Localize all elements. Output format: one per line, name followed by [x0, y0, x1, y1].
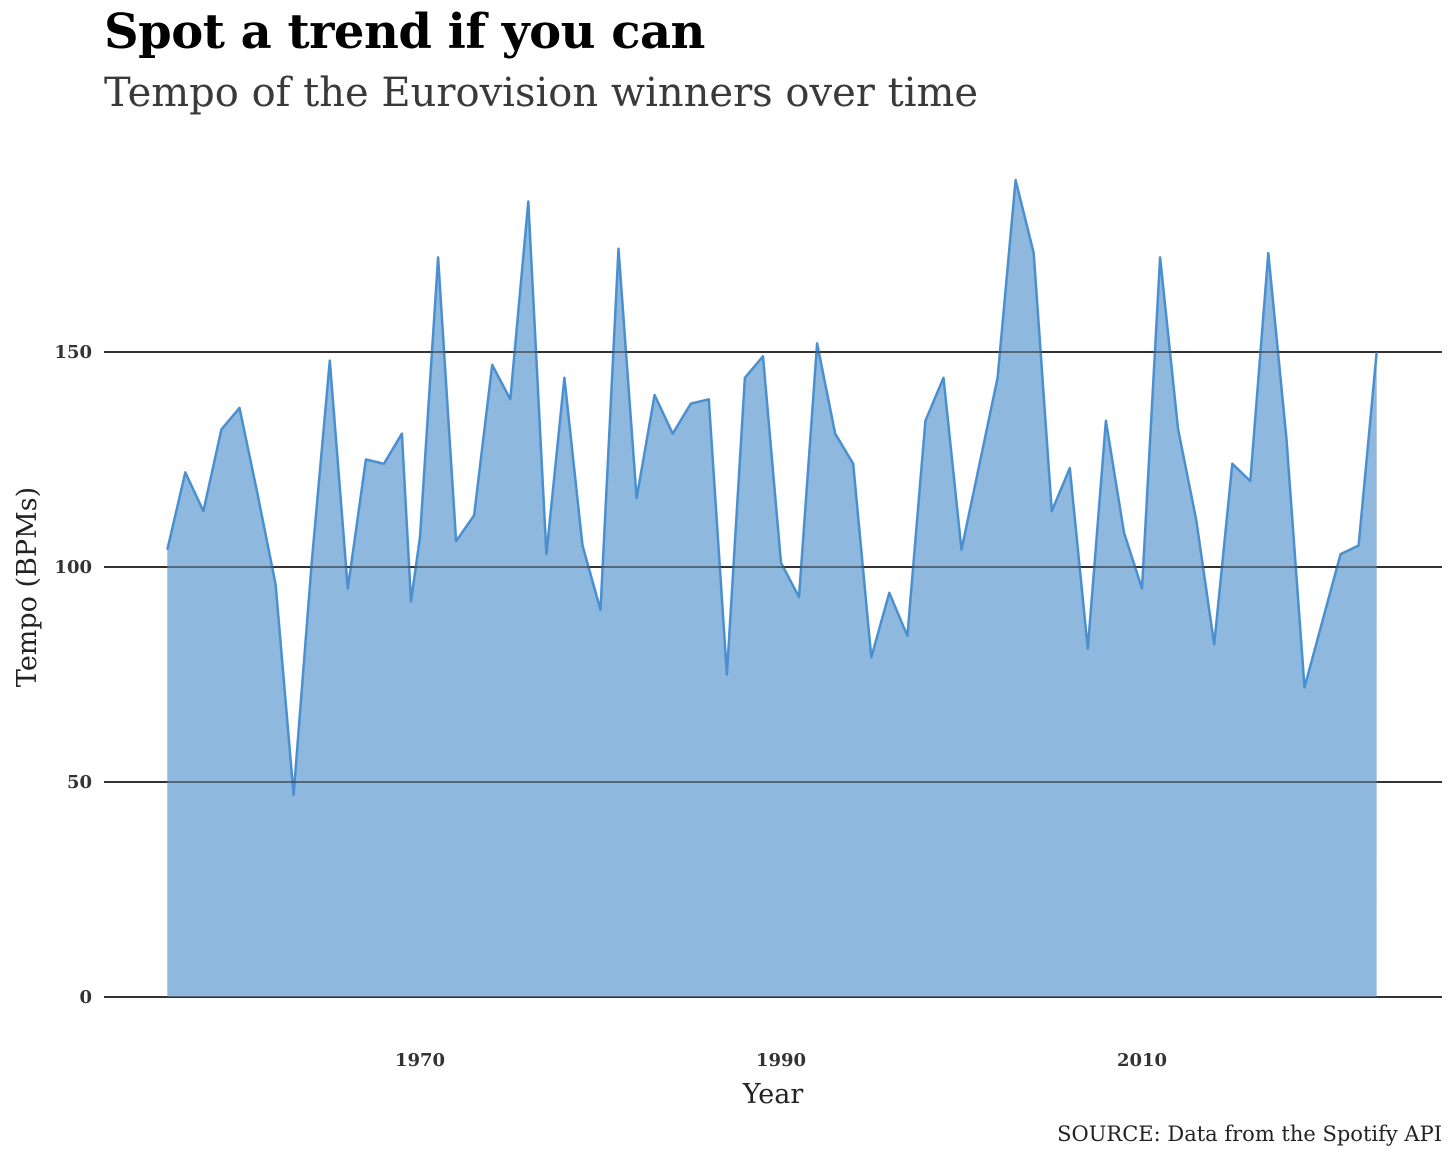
- y-tick-label: 150: [54, 342, 92, 363]
- data-point: [869, 655, 873, 659]
- data-point: [1104, 419, 1108, 423]
- data-point: [526, 200, 530, 204]
- data-point: [454, 539, 458, 543]
- data-point: [472, 513, 476, 517]
- source-caption: SOURCE: Data from the Spotify API: [1057, 1122, 1442, 1146]
- data-point: [409, 599, 413, 603]
- data-point: [851, 462, 855, 466]
- data-point: [1140, 587, 1144, 591]
- x-axis-label: Year: [742, 1079, 804, 1110]
- data-point: [544, 552, 548, 556]
- data-point: [1248, 479, 1252, 483]
- data-point: [1284, 436, 1288, 440]
- data-point: [165, 548, 169, 552]
- data-point: [274, 582, 278, 586]
- data-point: [1050, 509, 1054, 513]
- chart-subtitle: Tempo of the Eurovision winners over tim…: [104, 70, 979, 116]
- data-point: [942, 376, 946, 380]
- gridlines-overlay: [104, 351, 1442, 998]
- y-tick-label: 50: [67, 772, 92, 793]
- data-point: [599, 608, 603, 612]
- tick-labels: 0 50 100 150 1970 1990 2010: [54, 342, 1167, 1071]
- data-point: [671, 432, 675, 436]
- data-point: [292, 793, 296, 797]
- data-point: [1212, 642, 1216, 646]
- data-point: [725, 673, 729, 677]
- x-tick-label: 2010: [1117, 1050, 1167, 1071]
- tempo-area: [167, 180, 1377, 997]
- data-point: [400, 432, 404, 436]
- data-point: [960, 548, 964, 552]
- data-point: [905, 634, 909, 638]
- data-point: [1266, 251, 1270, 255]
- data-point: [1339, 552, 1343, 556]
- data-point: [1230, 462, 1234, 466]
- data-point: [653, 393, 657, 397]
- tempo-line: [166, 178, 1378, 797]
- data-point: [490, 363, 494, 367]
- data-point: [328, 359, 332, 363]
- data-point: [1158, 255, 1162, 259]
- data-point: [833, 432, 837, 436]
- y-axis-label: Tempo (BPMs): [12, 487, 43, 687]
- data-point: [238, 406, 242, 410]
- data-point: [779, 561, 783, 565]
- x-tick-label: 1990: [756, 1050, 806, 1071]
- plot-area: [104, 178, 1442, 998]
- data-point: [635, 496, 639, 500]
- data-point: [1086, 647, 1090, 651]
- data-point: [436, 255, 440, 259]
- data-point: [219, 427, 223, 431]
- data-point: [1014, 178, 1018, 182]
- data-point: [815, 341, 819, 345]
- data-point: [1122, 531, 1126, 535]
- data-point: [382, 462, 386, 466]
- data-point: [364, 458, 368, 462]
- data-point: [508, 397, 512, 401]
- chart-title: Spot a trend if you can: [104, 4, 705, 60]
- y-tick-label: 0: [79, 987, 92, 1008]
- y-tick-label: 100: [54, 557, 92, 578]
- data-point: [310, 561, 314, 565]
- data-point: [1194, 518, 1198, 522]
- data-point: [761, 354, 765, 358]
- data-point: [689, 402, 693, 406]
- data-point: [1176, 427, 1180, 431]
- x-tick-label: 1970: [395, 1050, 445, 1071]
- data-point: [996, 376, 1000, 380]
- data-point: [201, 509, 205, 513]
- data-point: [797, 595, 801, 599]
- data-point: [617, 247, 621, 251]
- data-point: [1357, 544, 1361, 548]
- data-point: [581, 544, 585, 548]
- data-point: [1068, 466, 1072, 470]
- data-point: [887, 591, 891, 595]
- data-point: [1303, 685, 1307, 689]
- data-point: [256, 492, 260, 496]
- data-point: [183, 470, 187, 474]
- data-point: [346, 587, 350, 591]
- data-point: [707, 397, 711, 401]
- data-point: [743, 376, 747, 380]
- data-point: [562, 376, 566, 380]
- data-point: [418, 535, 422, 539]
- data-point: [923, 419, 927, 423]
- data-point: [1032, 251, 1036, 255]
